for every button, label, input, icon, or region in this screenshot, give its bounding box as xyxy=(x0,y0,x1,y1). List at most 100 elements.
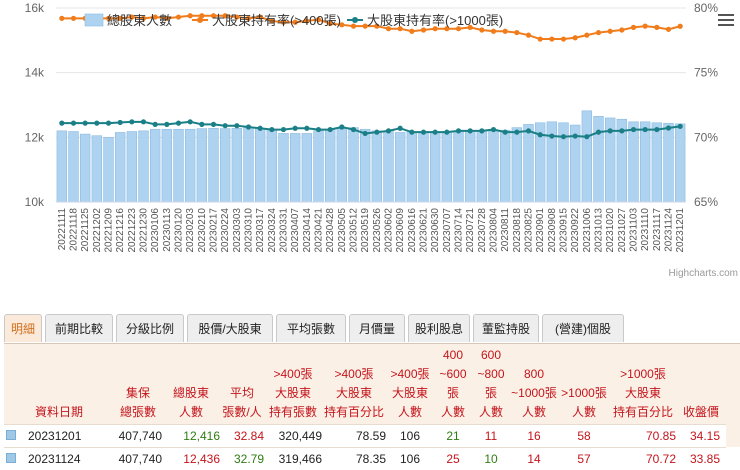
x-tick-label: 20231201 xyxy=(675,208,686,253)
table-cell: 407,740 xyxy=(114,425,162,448)
tab-8[interactable]: (營建)個股 xyxy=(542,314,624,342)
series-point xyxy=(328,127,333,132)
legend-marker xyxy=(352,17,358,23)
x-tick-label: 20231013 xyxy=(594,208,605,253)
series-point xyxy=(363,131,368,136)
series-point xyxy=(503,130,508,135)
y-left-tick-label: 10k xyxy=(25,195,45,209)
series-point xyxy=(538,36,543,41)
series-point xyxy=(409,130,414,135)
table-cell: 10 xyxy=(472,448,510,470)
series-point xyxy=(631,127,636,132)
series-point xyxy=(619,128,624,133)
tab-2[interactable]: 分級比例 xyxy=(116,314,184,342)
x-tick-label: 20230407 xyxy=(290,208,301,253)
table-cell: 25 xyxy=(434,448,472,470)
bar xyxy=(395,132,405,202)
table-cell: 70.72 xyxy=(610,448,676,470)
series-point xyxy=(351,127,356,132)
date-cell: 20231201 xyxy=(4,425,114,448)
x-tick-label: 20230224 xyxy=(220,208,231,253)
series-point xyxy=(643,127,648,132)
column-header: >1000張大股東持有百分比 xyxy=(610,344,676,425)
bar xyxy=(209,128,219,202)
column-header: 600~800張人數 xyxy=(472,344,510,425)
column-header-line: 總張數 xyxy=(114,403,162,422)
row-marker-icon xyxy=(6,430,16,440)
table-cell: 33.85 xyxy=(676,448,726,470)
series-point xyxy=(479,27,484,32)
tab-3[interactable]: 股價/大股東 xyxy=(187,314,273,342)
column-header: 總股東人數 xyxy=(162,344,220,425)
bar xyxy=(500,130,510,202)
series-point xyxy=(281,127,286,132)
shareholder-table: 資料日期集保總張數總股東人數平均張數/人>400張大股東持有張數>400張大股東… xyxy=(4,343,740,447)
x-tick-label: 20231103 xyxy=(629,208,640,252)
bar xyxy=(302,133,312,202)
bar xyxy=(80,134,90,202)
x-tick-label: 20230616 xyxy=(407,208,418,253)
y-left-tick-label: 16k xyxy=(25,1,45,15)
x-tick-label: 20230714 xyxy=(454,208,465,253)
tab-5[interactable]: 月價量 xyxy=(349,314,405,342)
series-point xyxy=(549,133,554,138)
chart-menu-icon[interactable] xyxy=(718,14,734,29)
tab-0[interactable]: 明細 xyxy=(4,314,42,342)
x-tick-label: 20231117 xyxy=(652,208,663,251)
column-header: 收盤價 xyxy=(676,344,726,425)
x-tick-label: 20230728 xyxy=(477,208,488,253)
tab-4[interactable]: 平均張數 xyxy=(276,314,346,342)
series-point xyxy=(561,134,566,139)
column-header-line: >400張 xyxy=(264,365,322,384)
series-point xyxy=(176,14,181,19)
y-left-tick-label: 12k xyxy=(25,130,45,144)
column-header: 400~600張人數 xyxy=(434,344,472,425)
x-tick-label: 20230707 xyxy=(442,208,453,253)
column-header-line: ~800張 xyxy=(472,365,510,403)
series-point xyxy=(316,127,321,132)
x-tick-label: 20230526 xyxy=(372,208,383,253)
bar xyxy=(150,129,160,202)
x-tick-label: 20231124 xyxy=(664,208,675,252)
table-cell: 70.85 xyxy=(610,425,676,448)
x-tick-label: 20230609 xyxy=(395,208,406,253)
column-header: 平均張數/人 xyxy=(220,344,264,425)
y-left-tick-label: 14k xyxy=(25,66,45,80)
y-right-tick-label: 65% xyxy=(694,195,718,209)
series-point xyxy=(421,130,426,135)
series-point xyxy=(584,33,589,38)
series-point xyxy=(59,121,64,126)
column-header-line: 人數 xyxy=(472,403,510,422)
column-header-line: 人數 xyxy=(434,403,472,422)
bar xyxy=(372,131,382,202)
x-tick-label: 20221111 xyxy=(57,208,68,251)
bar xyxy=(629,122,639,202)
series-point xyxy=(59,16,64,21)
x-tick-label: 20231006 xyxy=(582,208,593,253)
series-point xyxy=(444,130,449,135)
tab-1[interactable]: 前期比較 xyxy=(45,314,113,342)
x-tick-label: 20230324 xyxy=(267,208,278,253)
x-tick-label: 20230331 xyxy=(279,208,290,253)
column-header: >400張大股東持有百分比 xyxy=(322,344,386,425)
tab-7[interactable]: 董監持股 xyxy=(473,314,539,342)
series-point xyxy=(666,125,671,130)
bar xyxy=(69,132,79,202)
bar xyxy=(279,133,289,202)
x-tick-label: 20230804 xyxy=(489,208,500,253)
series-point xyxy=(573,133,578,138)
series-point xyxy=(83,121,88,126)
x-tick-label: 20231110 xyxy=(640,208,651,251)
column-header-line: 大股東 xyxy=(610,384,676,403)
column-header-line: ~600張 xyxy=(434,365,472,403)
x-tick-label: 20221216 xyxy=(115,208,126,253)
x-tick-label: 20221202 xyxy=(92,208,103,253)
series-point xyxy=(608,29,613,34)
bar xyxy=(197,129,207,202)
x-tick-label: 20230217 xyxy=(209,208,220,253)
table-cell: 407,740 xyxy=(114,448,162,470)
tab-6[interactable]: 股利股息 xyxy=(408,314,470,342)
